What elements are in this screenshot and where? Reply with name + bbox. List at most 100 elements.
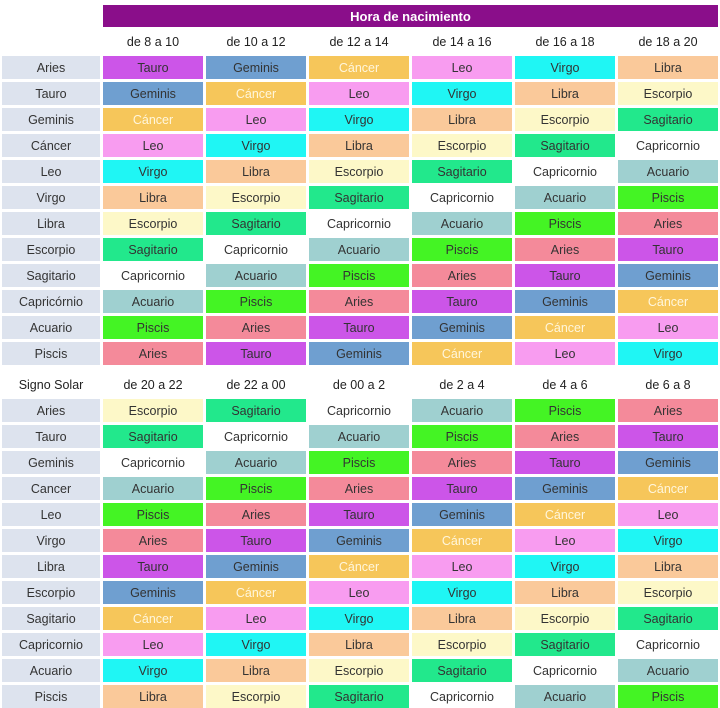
row-sign-label: Libra [2,212,100,235]
row-sign-label: Cancer [2,477,100,500]
ascendant-cell: Cáncer [515,503,615,526]
row-sign-label: Libra [2,555,100,578]
row-sign-label: Aries [2,56,100,79]
ascendant-cell: Piscis [206,477,306,500]
ascendant-cell: Virgo [618,529,718,552]
row-sign-label: Sagitario [2,264,100,287]
ascendant-cell: Geminis [412,316,512,339]
ascendant-cell: Aries [206,316,306,339]
ascendant-cell: Leo [309,82,409,105]
row-sign-label: Geminis [2,108,100,131]
ascendant-cell: Sagitario [412,659,512,682]
ascendant-cell: Libra [515,82,615,105]
ascendant-cell: Sagitario [515,633,615,656]
ascendant-cell: Libra [618,56,718,79]
ascendant-cell: Piscis [515,399,615,422]
ascendant-cell: Tauro [309,316,409,339]
row-sign-label: Aries [2,399,100,422]
ascendant-cell: Capricornio [206,425,306,448]
ascendant-cell: Cáncer [206,82,306,105]
ascendant-cell: Leo [206,607,306,630]
ascendant-cell: Libra [515,581,615,604]
ascendant-cell: Aries [515,238,615,261]
ascendant-cell: Piscis [206,290,306,313]
ascendant-cell: Virgo [103,160,203,183]
ascendant-cell: Escorpio [515,108,615,131]
ascendant-cell: Escorpio [412,134,512,157]
ascendant-cell: Acuario [515,685,615,708]
ascendant-cell: Escorpio [412,633,512,656]
time-header: de 4 a 6 [542,377,588,392]
ascendant-cell: Geminis [412,503,512,526]
ascendant-cell: Tauro [103,555,203,578]
ascendant-cell: Leo [103,134,203,157]
row-sign-label: Tauro [2,82,100,105]
ascendant-cell: Aries [412,264,512,287]
ascendant-cell: Piscis [103,503,203,526]
ascendant-cell: Virgo [618,342,718,365]
ascendant-cell: Escorpio [618,82,718,105]
ascendant-cell: Leo [515,342,615,365]
ascendant-cell: Piscis [412,238,512,261]
ascendant-cell: Capricornio [412,186,512,209]
row-sign-label: Tauro [2,425,100,448]
row-sign-label: Escorpio [2,581,100,604]
ascendant-cell: Tauro [309,503,409,526]
ascendant-cell: Geminis [618,451,718,474]
time-header: de 8 a 10 [126,34,180,49]
ascendant-cell: Aries [103,342,203,365]
ascendant-cell: Acuario [618,659,718,682]
ascendant-cell: Piscis [618,186,718,209]
ascendant-cell: Virgo [206,633,306,656]
ascendant-cell: Tauro [515,264,615,287]
ascendant-cell: Leo [515,529,615,552]
row-sign-label: Capricórnio [2,290,100,313]
row-sign-label: Piscis [2,342,100,365]
time-header: de 18 a 20 [638,34,698,49]
ascendant-cell: Tauro [515,451,615,474]
ascendant-cell: Escorpio [103,212,203,235]
ascendant-cell: Virgo [412,82,512,105]
ascendant-cell: Capricornio [412,685,512,708]
ascendant-cell: Cáncer [103,607,203,630]
ascendant-cell: Libra [618,555,718,578]
row-sign-label: Cáncer [2,134,100,157]
ascendant-cell: Virgo [412,581,512,604]
ascendant-cell: Acuario [309,238,409,261]
ascendant-cell: Escorpio [309,659,409,682]
ascendant-cell: Escorpio [206,685,306,708]
ascendant-cell: Acuario [618,160,718,183]
ascendant-cell: Geminis [309,529,409,552]
ascendant-cell: Leo [206,108,306,131]
ascendant-cell: Cáncer [309,56,409,79]
ascendant-cell: Geminis [515,290,615,313]
ascendant-cell: Sagitario [309,186,409,209]
ascendant-cell: Aries [618,399,718,422]
row-sign-label: Geminis [2,451,100,474]
ascendant-cell: Geminis [309,342,409,365]
ascendant-cell: Geminis [618,264,718,287]
row-sign-label: Acuario [2,659,100,682]
time-header: de 00 a 2 [332,377,386,392]
ascendant-cell: Aries [618,212,718,235]
corner-label [2,30,100,53]
ascendant-cell: Sagitario [103,238,203,261]
time-header: de 2 a 4 [439,377,485,392]
ascendant-cell: Geminis [515,477,615,500]
row-sign-label: Escorpio [2,238,100,261]
ascendant-cell: Libra [103,685,203,708]
ascendant-cell: Tauro [618,238,718,261]
ascendant-cell: Leo [618,316,718,339]
ascendant-cell: Tauro [618,425,718,448]
ascendant-cell: Piscis [618,685,718,708]
ascendant-cell: Libra [309,633,409,656]
ascendant-cell: Virgo [309,108,409,131]
ascendant-cell: Libra [309,134,409,157]
ascendant-cell: Capricornio [618,633,718,656]
ascendant-cell: Acuario [412,399,512,422]
ascendant-cell: Sagitario [103,425,203,448]
ascendant-cell: Capricornio [309,399,409,422]
ascendant-cell: Acuario [103,477,203,500]
ascendant-cell: Acuario [309,425,409,448]
